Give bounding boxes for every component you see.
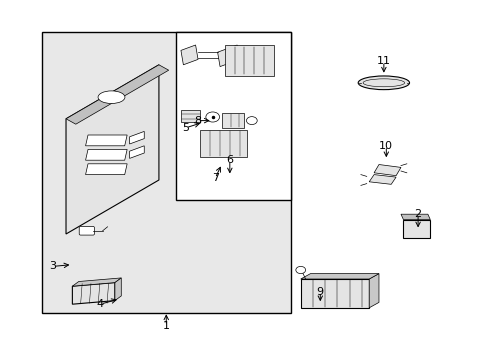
Polygon shape xyxy=(400,214,429,220)
Circle shape xyxy=(295,266,305,274)
Polygon shape xyxy=(66,65,168,124)
Circle shape xyxy=(205,112,219,122)
Text: 4: 4 xyxy=(97,299,103,309)
Polygon shape xyxy=(85,149,127,160)
Polygon shape xyxy=(403,220,429,238)
Text: 9: 9 xyxy=(316,287,323,297)
Bar xyxy=(41,32,290,313)
Polygon shape xyxy=(129,131,144,144)
Polygon shape xyxy=(200,130,246,157)
Text: 7: 7 xyxy=(211,173,218,183)
Text: 8: 8 xyxy=(194,116,201,126)
Polygon shape xyxy=(85,135,127,146)
Polygon shape xyxy=(66,65,159,234)
FancyBboxPatch shape xyxy=(79,226,94,235)
Polygon shape xyxy=(300,279,368,308)
Polygon shape xyxy=(129,146,144,158)
Text: 2: 2 xyxy=(414,209,421,219)
Text: 11: 11 xyxy=(376,56,390,66)
Text: 1: 1 xyxy=(163,321,169,331)
Polygon shape xyxy=(300,274,378,279)
Polygon shape xyxy=(222,113,244,128)
Text: 5: 5 xyxy=(182,123,189,133)
Polygon shape xyxy=(181,110,200,122)
Polygon shape xyxy=(217,45,239,67)
Text: 3: 3 xyxy=(49,261,56,271)
Text: 10: 10 xyxy=(379,141,392,151)
Ellipse shape xyxy=(357,76,409,90)
Polygon shape xyxy=(85,164,127,175)
Text: 6: 6 xyxy=(226,155,233,165)
Polygon shape xyxy=(368,175,395,184)
Polygon shape xyxy=(368,274,378,308)
Polygon shape xyxy=(72,278,121,286)
Polygon shape xyxy=(181,45,198,65)
Polygon shape xyxy=(224,45,273,76)
Polygon shape xyxy=(115,278,121,301)
Ellipse shape xyxy=(98,91,125,104)
Circle shape xyxy=(246,117,257,125)
Polygon shape xyxy=(373,165,400,176)
Polygon shape xyxy=(72,283,115,304)
Bar xyxy=(176,32,290,200)
